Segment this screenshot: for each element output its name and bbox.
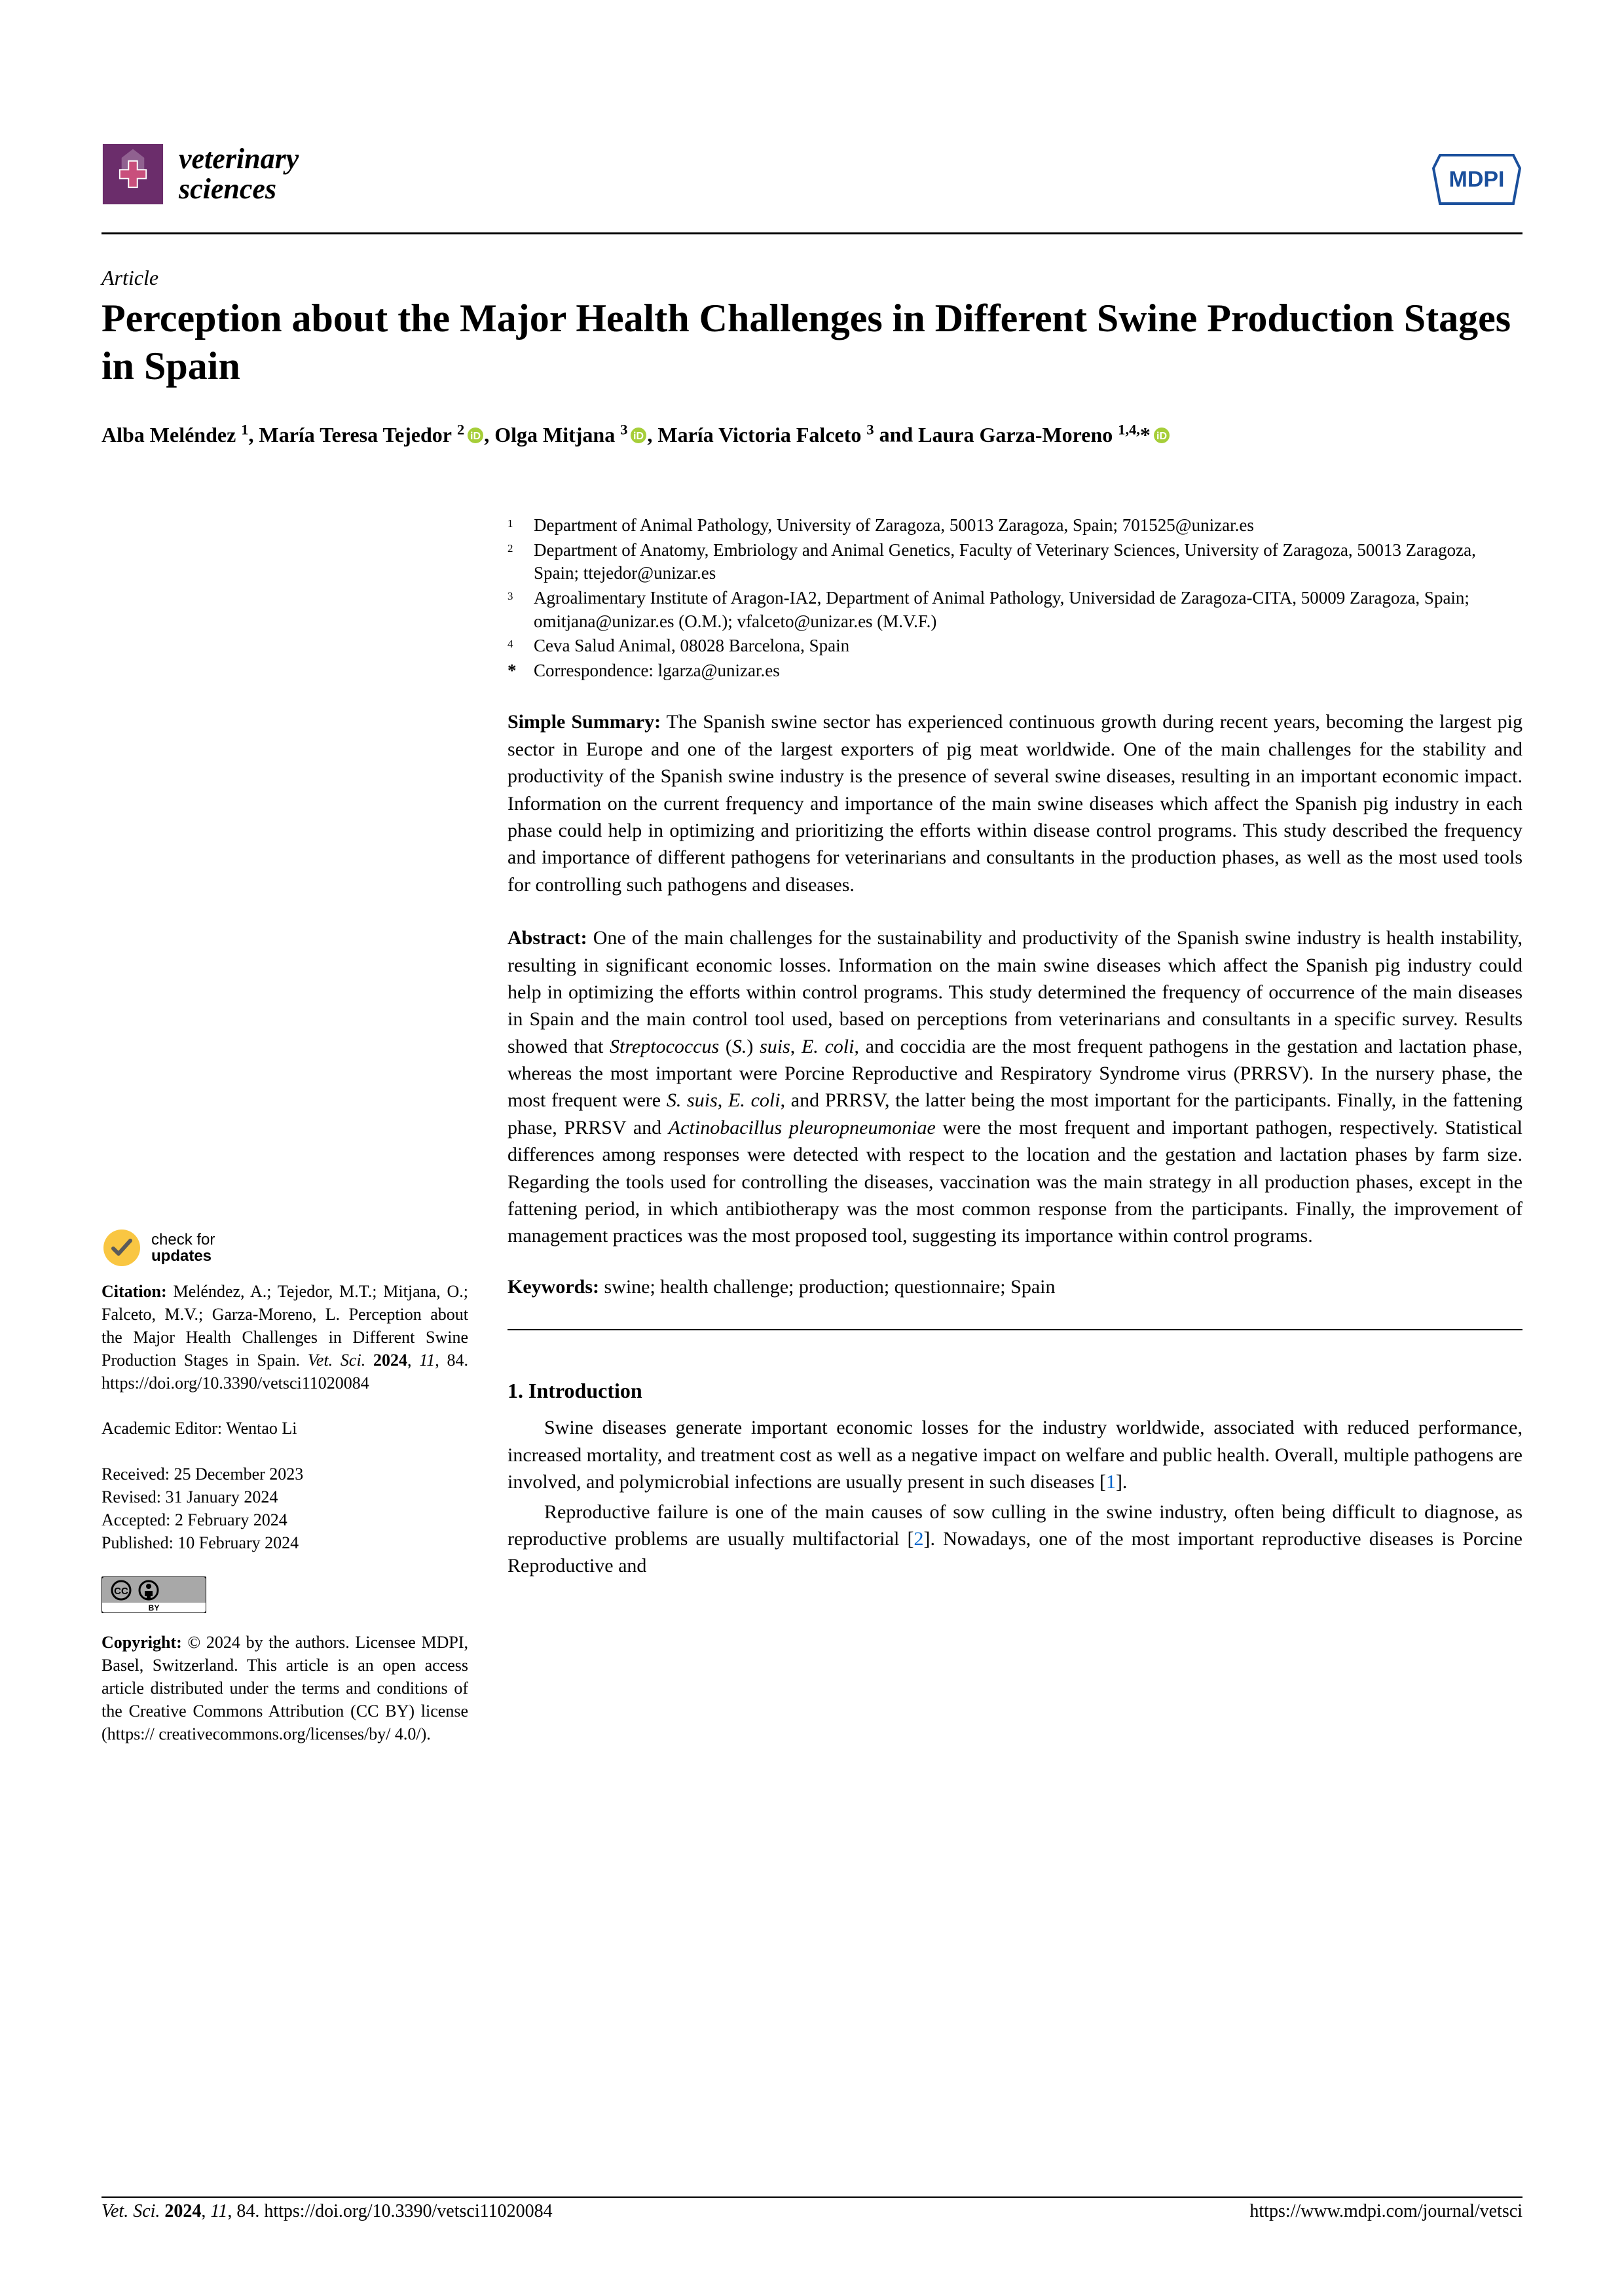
editor-block: Academic Editor: Wentao Li xyxy=(101,1417,468,1440)
orcid-icon[interactable]: iD xyxy=(467,427,484,444)
keywords: Keywords: swine; health challenge; produ… xyxy=(507,1273,1522,1300)
editor-label: Academic Editor: xyxy=(101,1419,222,1438)
mdpi-logo-icon: MDPI xyxy=(1431,147,1522,213)
cc-by-icon: CC BY xyxy=(101,1576,206,1613)
footer-right[interactable]: https://www.mdpi.com/journal/vetsci xyxy=(1249,2201,1522,2222)
intro-body: Swine diseases generate important econom… xyxy=(507,1414,1522,1579)
check-updates-icon xyxy=(101,1228,142,1268)
author-list: Alba Meléndez 1, María Teresa Tejedor 2i… xyxy=(101,419,1522,449)
dates-block: Received: 25 December 2023 Revised: 31 J… xyxy=(101,1463,468,1554)
cc-by-badge[interactable]: CC BY xyxy=(101,1576,468,1619)
keywords-label: Keywords: xyxy=(507,1276,599,1298)
article-title: Perception about the Major Health Challe… xyxy=(101,295,1522,390)
copyright-block: Copyright: © 2024 by the authors. Licens… xyxy=(101,1631,468,1745)
citation-label: Citation: xyxy=(101,1282,167,1301)
abstract: Abstract: One of the main challenges for… xyxy=(507,924,1522,1250)
affiliation: Department of Anatomy, Embriology and An… xyxy=(534,539,1522,585)
intro-paragraph: Swine diseases generate important econom… xyxy=(507,1414,1522,1495)
date-received: Received: 25 December 2023 xyxy=(101,1463,468,1485)
author: Alba Meléndez 1 xyxy=(101,423,249,446)
journal-brand: veterinary sciences xyxy=(101,143,299,206)
author: Laura Garza-Moreno 1,4,* xyxy=(918,423,1151,446)
author: María Teresa Tejedor 2 xyxy=(259,423,465,446)
citation-link[interactable]: 2 xyxy=(913,1528,923,1550)
svg-text:iD: iD xyxy=(1156,431,1167,442)
svg-text:iD: iD xyxy=(633,431,644,442)
side-column: check for updates Citation: Meléndez, A.… xyxy=(101,1228,468,1768)
date-revised: Revised: 31 January 2024 xyxy=(101,1485,468,1508)
header-divider xyxy=(101,232,1522,234)
check-updates-line1: check for xyxy=(151,1231,215,1248)
journal-logo-icon xyxy=(101,143,164,206)
journal-name-line2: sciences xyxy=(179,174,299,204)
journal-name-line1: veterinary xyxy=(179,144,299,174)
correspondence-marker: * xyxy=(507,659,534,683)
affiliation: Agroalimentary Institute of Aragon-IA2, … xyxy=(534,587,1522,633)
affiliations: 1Department of Animal Pathology, Univers… xyxy=(507,514,1522,682)
copyright-label: Copyright: xyxy=(101,1633,182,1652)
check-updates-line2: updates xyxy=(151,1248,215,1264)
date-accepted: Accepted: 2 February 2024 xyxy=(101,1508,468,1531)
author: Olga Mitjana 3 xyxy=(494,423,627,446)
abstract-label: Abstract: xyxy=(507,927,587,949)
footer-left: Vet. Sci. 2024, 11, 84. https://doi.org/… xyxy=(101,2201,553,2222)
simple-summary-text: The Spanish swine sector has experienced… xyxy=(507,711,1522,895)
abstract-divider xyxy=(507,1329,1522,1330)
footer-divider xyxy=(101,2196,1522,2198)
svg-text:CC: CC xyxy=(114,1586,128,1597)
citation-link[interactable]: 1 xyxy=(1106,1471,1116,1493)
simple-summary-label: Simple Summary: xyxy=(507,711,661,733)
svg-text:iD: iD xyxy=(470,431,481,442)
abstract-text: One of the main challenges for the susta… xyxy=(507,927,1522,1247)
article-type: Article xyxy=(101,266,158,290)
orcid-icon[interactable]: iD xyxy=(630,427,647,444)
date-published: Published: 10 February 2024 xyxy=(101,1531,468,1554)
simple-summary: Simple Summary: The Spanish swine sector… xyxy=(507,708,1522,898)
citation-block: Citation: Meléndez, A.; Tejedor, M.T.; M… xyxy=(101,1280,468,1394)
svg-text:MDPI: MDPI xyxy=(1449,167,1505,192)
svg-text:BY: BY xyxy=(149,1603,160,1613)
editor-name: Wentao Li xyxy=(226,1419,297,1438)
correspondence: Correspondence: lgarza@unizar.es xyxy=(534,659,1522,683)
keywords-text: swine; health challenge; production; que… xyxy=(604,1276,1055,1298)
journal-name: veterinary sciences xyxy=(179,144,299,204)
affiliation: Ceva Salud Animal, 08028 Barcelona, Spai… xyxy=(534,634,1522,658)
orcid-icon[interactable]: iD xyxy=(1153,427,1170,444)
check-for-updates[interactable]: check for updates xyxy=(101,1228,468,1268)
intro-paragraph: Reproductive failure is one of the main … xyxy=(507,1499,1522,1580)
author: María Victoria Falceto 3 xyxy=(657,423,874,446)
affiliation: Department of Animal Pathology, Universi… xyxy=(534,514,1522,538)
main-column: 1 Department of Animal Pathology, Univers… xyxy=(507,514,1522,1582)
section-title: 1. Introduction xyxy=(507,1376,1522,1405)
